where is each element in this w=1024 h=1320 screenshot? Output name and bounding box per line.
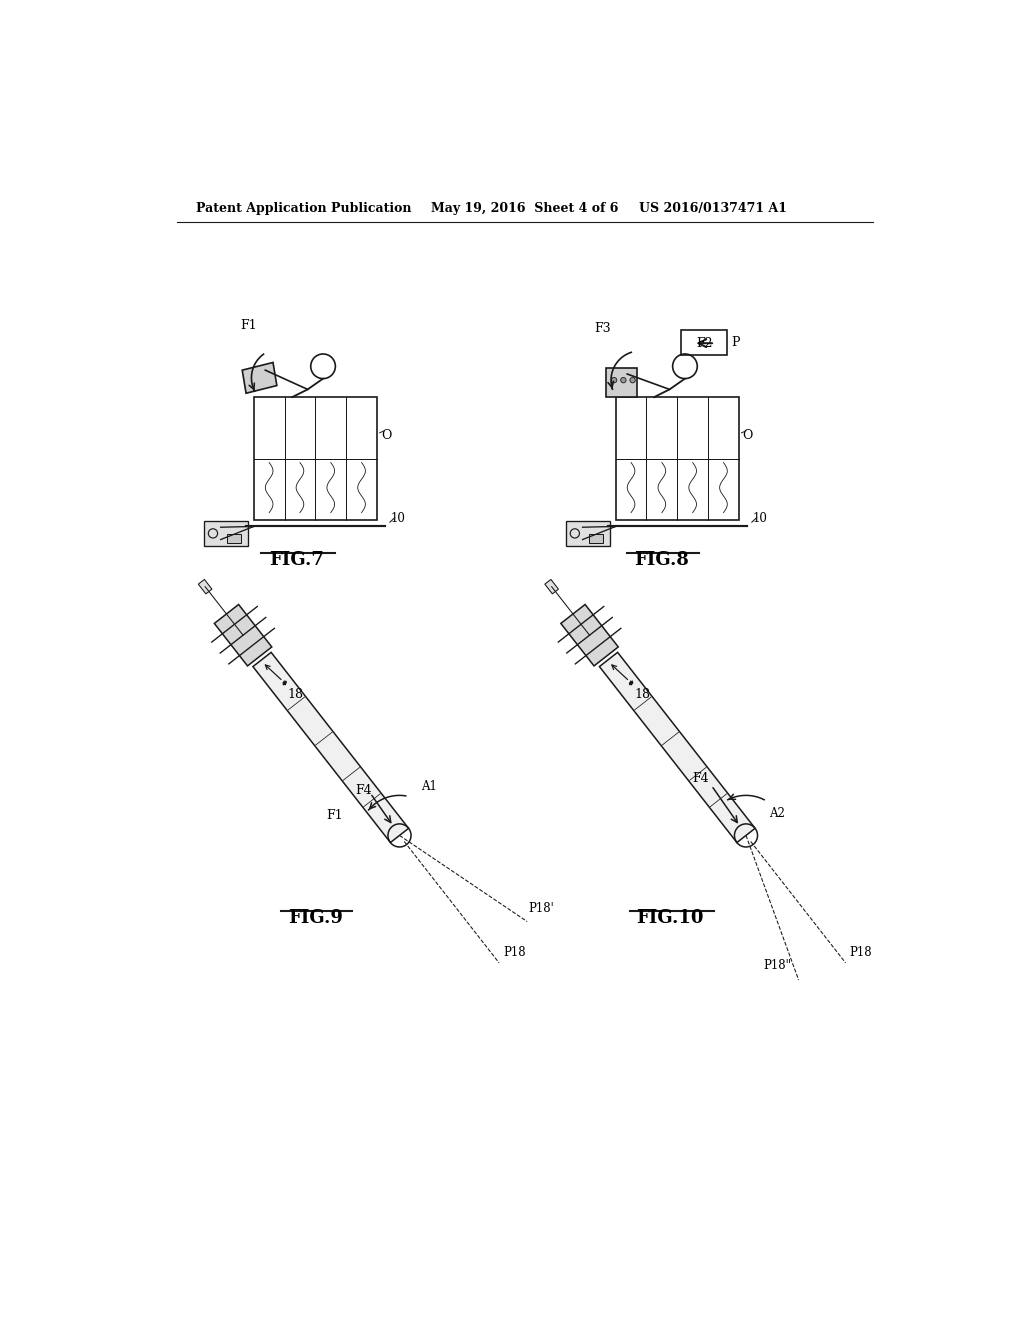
Bar — [615, 397, 739, 520]
Text: F1: F1 — [240, 318, 257, 331]
Circle shape — [611, 378, 616, 383]
Text: FIG.9: FIG.9 — [288, 909, 343, 927]
Text: P18': P18' — [528, 903, 554, 915]
Bar — [565, 521, 610, 545]
Text: F4: F4 — [355, 784, 372, 797]
Polygon shape — [599, 652, 755, 842]
Polygon shape — [243, 363, 276, 393]
Text: 10: 10 — [753, 512, 768, 525]
Text: May 19, 2016  Sheet 4 of 6: May 19, 2016 Sheet 4 of 6 — [431, 202, 618, 215]
Text: 18: 18 — [634, 688, 650, 701]
Text: P18: P18 — [503, 946, 525, 960]
Text: A1: A1 — [421, 780, 437, 793]
Text: P18: P18 — [849, 946, 872, 960]
Text: FIG.10: FIG.10 — [636, 909, 703, 927]
Text: FIG.7: FIG.7 — [268, 552, 324, 569]
Text: P18": P18" — [763, 960, 791, 973]
Bar — [204, 521, 249, 545]
Polygon shape — [545, 579, 558, 594]
Text: US 2016/0137471 A1: US 2016/0137471 A1 — [639, 202, 786, 215]
Text: 18: 18 — [288, 688, 304, 701]
Bar — [606, 368, 637, 397]
Text: F2: F2 — [696, 337, 713, 350]
Polygon shape — [199, 579, 212, 594]
Polygon shape — [561, 605, 618, 665]
Text: F4: F4 — [692, 772, 709, 785]
Bar — [589, 535, 602, 544]
Bar — [681, 330, 727, 355]
Bar — [226, 535, 241, 544]
Circle shape — [621, 378, 626, 383]
Text: A2: A2 — [769, 807, 785, 820]
Circle shape — [630, 378, 635, 383]
Text: Patent Application Publication: Patent Application Publication — [196, 202, 412, 215]
Text: F3: F3 — [594, 322, 610, 335]
Text: F1: F1 — [327, 809, 343, 821]
Text: FIG.8: FIG.8 — [635, 552, 689, 569]
Text: P: P — [731, 335, 739, 348]
Text: O: O — [742, 429, 753, 442]
Text: 10: 10 — [391, 512, 406, 525]
Text: O: O — [381, 429, 391, 442]
Bar — [254, 397, 377, 520]
Polygon shape — [214, 605, 271, 665]
Polygon shape — [253, 652, 409, 842]
